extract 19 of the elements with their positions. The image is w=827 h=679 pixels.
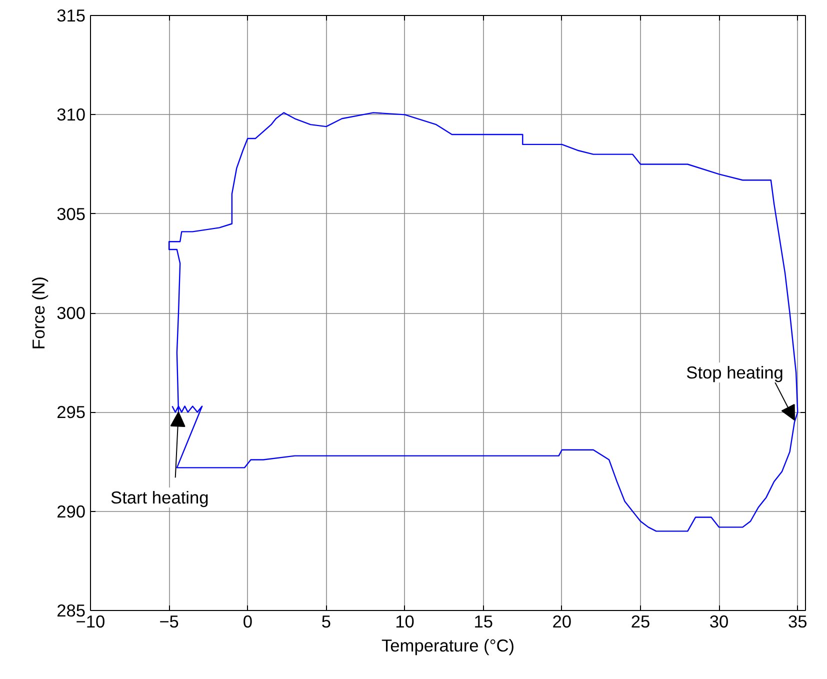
x-tick-label: 0 (242, 612, 252, 632)
annotation: Stop heating (686, 362, 784, 382)
x-tick-label: 5 (321, 612, 332, 632)
y-tick-label: 300 (56, 303, 86, 323)
x-tick-label: 15 (474, 612, 493, 632)
x-tick-label: −5 (159, 612, 179, 632)
y-axis-title: Force (N) (28, 276, 49, 350)
y-tick-label: 295 (56, 402, 86, 422)
x-tick-label: 35 (788, 612, 808, 632)
y-tick-label: 315 (56, 6, 86, 26)
x-tick-label: 25 (630, 612, 650, 632)
y-tick-label: 305 (56, 204, 86, 224)
y-tick-label: 290 (56, 501, 86, 522)
annotation: Start heating (110, 487, 209, 508)
y-tick-label: 310 (56, 104, 86, 125)
x-tick-label: 20 (552, 612, 572, 632)
x-axis-title: Temperature (°C) (381, 636, 515, 656)
x-tick-label: 10 (395, 612, 414, 632)
x-tick-label: 30 (709, 612, 729, 632)
